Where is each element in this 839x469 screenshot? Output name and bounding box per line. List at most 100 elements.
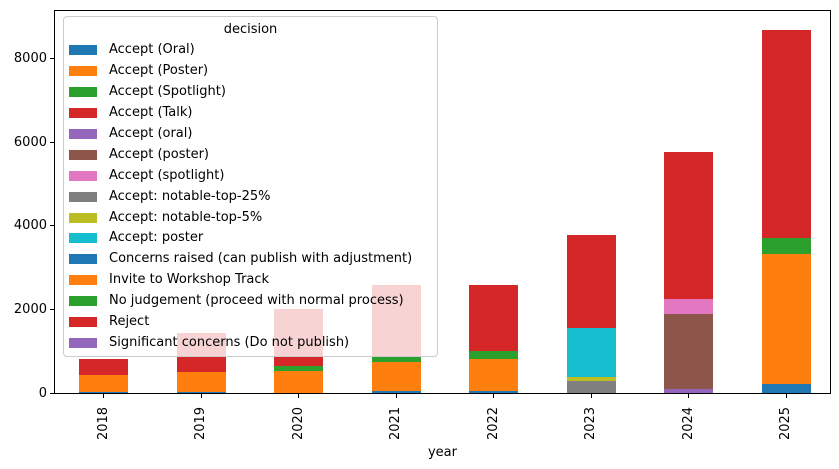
- y-tick-label: 2000: [13, 301, 47, 317]
- legend-swatch: [69, 87, 97, 98]
- legend-swatch: [69, 149, 97, 160]
- legend-swatch: [69, 296, 97, 307]
- bar-segment-2023: [566, 381, 616, 393]
- legend-label: Concerns raised (can publish with adjust…: [109, 251, 413, 267]
- legend-label: Accept (poster): [109, 146, 210, 162]
- y-tick-mark: [50, 58, 54, 60]
- legend-item: Significant concerns (Do not publish): [64, 332, 437, 353]
- bar-segment-2022: [469, 284, 518, 352]
- legend-label: No judgement (proceed with normal proces…: [109, 293, 404, 309]
- legend-label: Accept (oral): [109, 126, 193, 141]
- legend-swatch: [69, 45, 97, 56]
- y-tick-mark: [50, 225, 54, 227]
- bar-segment-2023: [566, 234, 616, 328]
- legend-label: Accept (Talk): [109, 105, 193, 121]
- y-tick-mark: [50, 308, 54, 310]
- bar-segment-2019: [176, 372, 226, 392]
- legend-swatch: [69, 66, 97, 77]
- bar-segment-2022: [469, 351, 518, 359]
- bar-segment-2020: [274, 364, 323, 367]
- legend-item: Accept (Poster): [64, 61, 437, 82]
- bar-segment-2021: [371, 361, 421, 391]
- x-tick-mark: [395, 394, 397, 398]
- x-tick-label: 2021: [388, 406, 404, 440]
- x-tick-label: 2024: [681, 406, 696, 440]
- legend-item: Accept (Spotlight): [64, 82, 437, 103]
- bar-segment-2018: [79, 375, 128, 379]
- legend-swatch: [69, 170, 97, 181]
- y-tick-label: 8000: [13, 51, 47, 67]
- legend-label: Accept: notable-top-5%: [109, 209, 263, 225]
- legend-item: Invite to Workshop Track: [64, 270, 437, 291]
- legend-item: Accept (poster): [64, 144, 437, 165]
- x-tick-label: 2018: [96, 406, 111, 440]
- bar-segment-2022: [469, 358, 518, 391]
- y-tick-mark: [50, 392, 54, 394]
- legend: decision Accept (Oral) Accept (Poster) Acc…: [63, 16, 438, 357]
- x-tick-mark: [688, 394, 689, 398]
- legend-title: decision: [223, 22, 278, 37]
- bar-segment-2025: [761, 253, 811, 385]
- bar-segment-2018: [79, 359, 128, 376]
- bar-segment-2020: [274, 366, 323, 371]
- legend-label: Accept: notable-top-25%: [109, 188, 271, 204]
- legend-item: Accept (Oral): [64, 40, 437, 61]
- legend-item: Accept (spotlight): [64, 165, 437, 186]
- bar-segment-2024: [664, 389, 713, 393]
- bar-segment-2025: [761, 384, 811, 393]
- legend-label: Significant concerns (Do not publish): [109, 334, 350, 350]
- y-tick-label: 0: [38, 385, 47, 401]
- legend-swatch: [69, 129, 97, 139]
- bar-segment-2024: [664, 298, 713, 314]
- legend-swatch: [69, 317, 97, 328]
- bar-segment-2024: [664, 152, 713, 299]
- legend-item: Accept (oral): [64, 124, 437, 145]
- legend-swatch: [69, 108, 97, 119]
- x-tick-mark: [493, 394, 494, 398]
- legend-item: Reject: [64, 312, 437, 333]
- legend-label: Accept (Poster): [109, 63, 209, 79]
- legend-label: Accept: poster: [109, 230, 204, 246]
- x-tick-mark: [298, 394, 299, 398]
- legend-label: Reject: [109, 314, 150, 330]
- x-tick-label: 2019: [193, 406, 209, 440]
- x-tick-mark: [785, 394, 787, 398]
- bar-segment-2023: [566, 327, 616, 378]
- x-tick-label: 2023: [583, 406, 599, 440]
- legend-item: Concerns raised (can publish with adjust…: [64, 249, 437, 270]
- x-tick-label: 2020: [291, 406, 306, 440]
- legend-swatch: [69, 254, 97, 265]
- bar-segment-2019: [176, 392, 226, 393]
- legend-swatch: [69, 233, 97, 244]
- bar-segment-2018: [79, 392, 128, 393]
- x-tick-mark: [200, 394, 202, 398]
- y-tick-label: 6000: [13, 134, 47, 150]
- legend-item: No judgement (proceed with normal proces…: [64, 291, 437, 312]
- bar-segment-2020: [274, 370, 323, 393]
- bar-segment-2018: [79, 378, 128, 393]
- legend-swatch: [69, 275, 97, 286]
- bar-segment-2025: [761, 237, 811, 254]
- legend-swatch: [69, 337, 97, 348]
- bar-segment-2022: [469, 390, 518, 393]
- legend-item: Accept: notable-top-5%: [64, 207, 437, 228]
- x-axis-title: year: [427, 445, 457, 460]
- legend-label: Accept (Spotlight): [109, 84, 226, 100]
- bar-segment-2024: [664, 313, 713, 390]
- x-tick-mark: [590, 394, 592, 398]
- bar-segment-2023: [566, 377, 616, 382]
- x-tick-label: 2022: [486, 406, 501, 440]
- x-tick-label: 2025: [778, 406, 794, 440]
- x-tick-mark: [103, 394, 104, 398]
- legend-label: Accept (spotlight): [109, 167, 225, 183]
- legend-item: Accept: notable-top-25%: [64, 186, 437, 207]
- bar-segment-2025: [761, 29, 811, 238]
- legend-label: Invite to Workshop Track: [109, 272, 270, 288]
- legend-label: Accept (Oral): [109, 42, 195, 58]
- bar-segment-2021: [371, 357, 421, 362]
- legend-swatch: [69, 212, 97, 223]
- legend-item: Accept: poster: [64, 228, 437, 249]
- y-tick-mark: [50, 141, 54, 143]
- y-tick-label: 4000: [13, 218, 47, 234]
